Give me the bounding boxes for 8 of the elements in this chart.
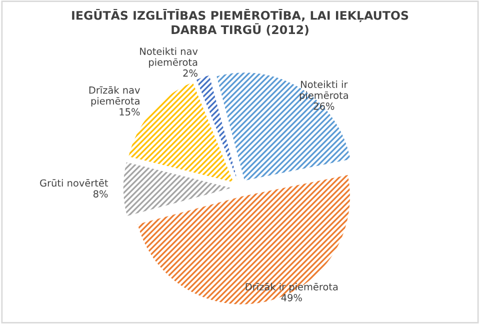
chart-title: IEGŪTĀS IZGLĪTĪBAS PIEMĒROTĪBA, LAI IEKĻAUTOS DARBA TIRGŪ (2012) [72, 8, 408, 36]
data-label: 8% [93, 190, 108, 198]
data-label: 15% [120, 108, 140, 116]
slice-label: Noteikti nav piemērota [140, 47, 198, 68]
slice-label: Drīzāk nav piemērota [89, 86, 140, 107]
data-label: 2% [183, 69, 198, 77]
slice-label: Grūti novērtēt [40, 179, 108, 187]
data-label: 49% [281, 294, 302, 302]
